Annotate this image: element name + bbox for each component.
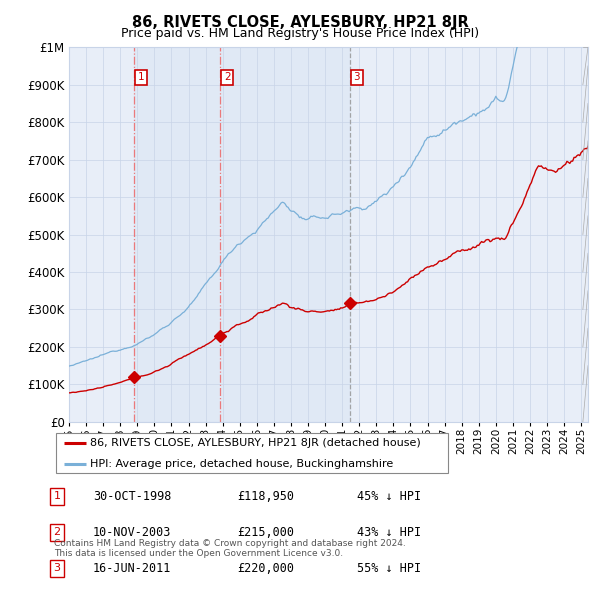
Text: 3: 3 bbox=[53, 563, 61, 573]
Text: 10-NOV-2003: 10-NOV-2003 bbox=[93, 526, 172, 539]
Text: HPI: Average price, detached house, Buckinghamshire: HPI: Average price, detached house, Buck… bbox=[89, 459, 393, 469]
Text: £118,950: £118,950 bbox=[237, 490, 294, 503]
Text: 55% ↓ HPI: 55% ↓ HPI bbox=[357, 562, 421, 575]
Text: 16-JUN-2011: 16-JUN-2011 bbox=[93, 562, 172, 575]
Text: Contains HM Land Registry data © Crown copyright and database right 2024.: Contains HM Land Registry data © Crown c… bbox=[54, 539, 406, 548]
FancyBboxPatch shape bbox=[56, 433, 448, 473]
Text: 1: 1 bbox=[53, 491, 61, 502]
Bar bbox=[134, 47, 350, 422]
Text: This data is licensed under the Open Government Licence v3.0.: This data is licensed under the Open Gov… bbox=[54, 549, 343, 558]
Text: £215,000: £215,000 bbox=[237, 526, 294, 539]
Text: Price paid vs. HM Land Registry's House Price Index (HPI): Price paid vs. HM Land Registry's House … bbox=[121, 27, 479, 40]
Text: 30-OCT-1998: 30-OCT-1998 bbox=[93, 490, 172, 503]
Text: 2: 2 bbox=[224, 72, 230, 82]
Text: £220,000: £220,000 bbox=[237, 562, 294, 575]
Text: 2: 2 bbox=[53, 527, 61, 537]
Text: 3: 3 bbox=[353, 72, 360, 82]
Text: 86, RIVETS CLOSE, AYLESBURY, HP21 8JR (detached house): 86, RIVETS CLOSE, AYLESBURY, HP21 8JR (d… bbox=[89, 438, 421, 448]
Text: 43% ↓ HPI: 43% ↓ HPI bbox=[357, 526, 421, 539]
Text: 86, RIVETS CLOSE, AYLESBURY, HP21 8JR: 86, RIVETS CLOSE, AYLESBURY, HP21 8JR bbox=[131, 15, 469, 30]
Text: 1: 1 bbox=[138, 72, 145, 82]
Text: 45% ↓ HPI: 45% ↓ HPI bbox=[357, 490, 421, 503]
